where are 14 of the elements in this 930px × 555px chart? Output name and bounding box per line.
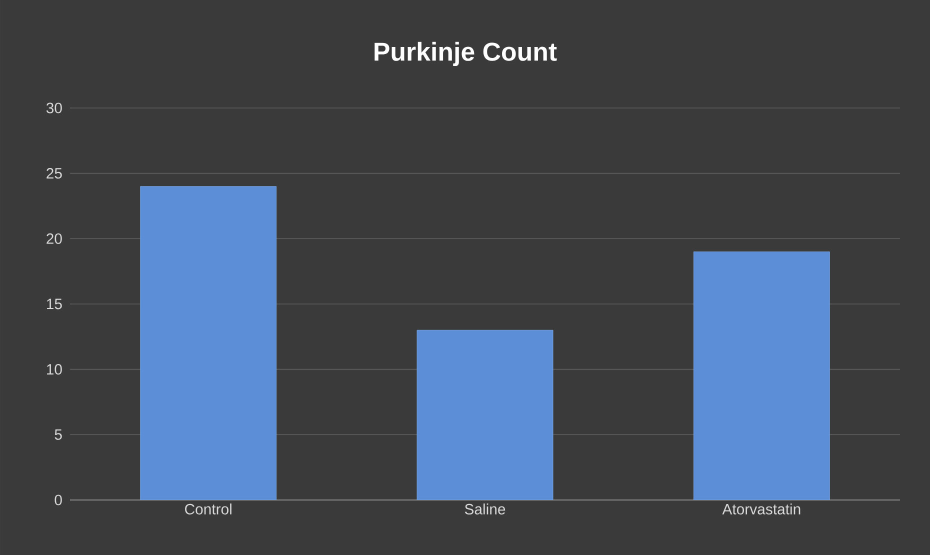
chart-title: Purkinje Count [374, 42, 557, 66]
y-tick-label: 30 [46, 102, 62, 114]
x-tick-label: Atorvastatin [722, 504, 800, 514]
y-tick-label: 25 [46, 168, 62, 179]
bar [140, 186, 277, 500]
y-tick-label: 5 [54, 429, 62, 440]
y-tick-label: 10 [47, 364, 62, 375]
bar [693, 252, 830, 500]
y-tick-label: 15 [47, 298, 62, 310]
x-tick-label: Saline [464, 504, 506, 514]
y-tick-label: 0 [54, 494, 62, 506]
y-tick-label: 20 [46, 233, 62, 244]
x-tick-label: Control [185, 504, 232, 514]
bar [416, 330, 554, 500]
